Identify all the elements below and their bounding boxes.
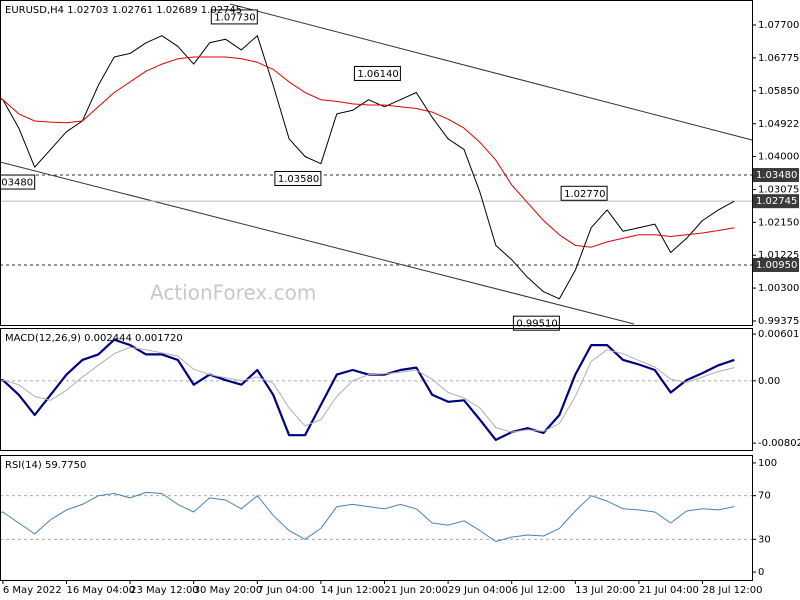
level-label: 1.03480 — [756, 170, 797, 181]
series-line — [0, 35, 735, 300]
x-tick-label: 14 Jun 12:00 — [321, 585, 385, 596]
y-tick-label: 1.03075 — [758, 184, 799, 195]
y-tick-label: 1.06775 — [758, 53, 799, 64]
series-line — [0, 56, 735, 248]
x-tick-label: 28 Jul 12:00 — [703, 585, 763, 596]
x-tick-label: 16 May 04:00 — [67, 585, 136, 596]
pane-title: MACD(12,26,9) 0.002444 0.001720 — [5, 333, 183, 344]
x-tick-label: 23 May 12:00 — [130, 585, 199, 596]
x-tick-label: 13 Jul 20:00 — [575, 585, 635, 596]
annotation-box — [0, 174, 36, 190]
x-tick-label: 30 May 20:00 — [194, 585, 263, 596]
annotation-label: 1.06140 — [357, 69, 398, 80]
pane-frame — [0, 0, 753, 326]
pane-frame — [0, 455, 753, 581]
y-tick-label: 1.02150 — [758, 217, 799, 228]
y-tick-label: 0.00 — [758, 376, 780, 387]
annotation-box — [353, 65, 401, 81]
pane-title: RSI(14) 59.7750 — [5, 460, 86, 471]
x-tick-label: 6 May 2022 — [3, 585, 62, 596]
series-line — [0, 346, 735, 433]
y-tick-label: 0.006018 — [758, 329, 800, 340]
series-line — [0, 338, 735, 441]
series-line — [0, 491, 735, 542]
x-tick-label: 29 Jun 04:00 — [448, 585, 512, 596]
y-tick-label: 30 — [758, 534, 771, 545]
y-tick-label: 1.04000 — [758, 152, 799, 163]
annotation-box — [560, 185, 608, 201]
annotation-box — [512, 315, 560, 331]
y-tick-label: 1.00300 — [758, 283, 799, 294]
annotation-label: 1.07730 — [214, 12, 255, 23]
annotation-label: 1.03480 — [0, 178, 33, 189]
y-tick-label: 100 — [758, 458, 777, 469]
level-label-box — [753, 168, 799, 183]
level-label: 1.00950 — [756, 260, 797, 271]
channel-line — [0, 161, 635, 325]
channel-line — [229, 3, 753, 141]
y-tick-label: 1.07700 — [758, 20, 799, 31]
y-tick-label: 1.01225 — [758, 250, 799, 261]
annotation-box — [210, 9, 258, 25]
y-tick-label: -0.00802 — [758, 438, 800, 449]
annotation-label: 1.03580 — [278, 174, 319, 185]
pane-title: EURUSD,H4 1.02703 1.02761 1.02689 1.0274… — [5, 5, 242, 16]
y-tick-label: 0 — [758, 567, 764, 578]
x-tick-label: 21 Jul 04:00 — [639, 585, 699, 596]
x-tick-label: 7 Jun 04:00 — [257, 585, 314, 596]
annotation-box — [274, 170, 322, 186]
annotation-label: 0.99510 — [516, 319, 557, 330]
last-price-box — [753, 194, 799, 209]
pane-frame — [0, 328, 753, 451]
x-tick-label: 21 Jun 20:00 — [385, 585, 449, 596]
last-price-label: 1.02745 — [756, 196, 797, 207]
y-tick-label: 1.04922 — [758, 119, 799, 130]
y-tick-label: 70 — [758, 491, 771, 502]
y-tick-label: 1.05850 — [758, 86, 799, 97]
watermark: ActionForex.com — [150, 281, 316, 305]
level-label-box — [753, 257, 799, 272]
x-tick-label: 6 Jul 12:00 — [512, 585, 566, 596]
y-tick-label: 0.99375 — [758, 316, 799, 327]
annotation-label: 1.02770 — [564, 189, 605, 200]
